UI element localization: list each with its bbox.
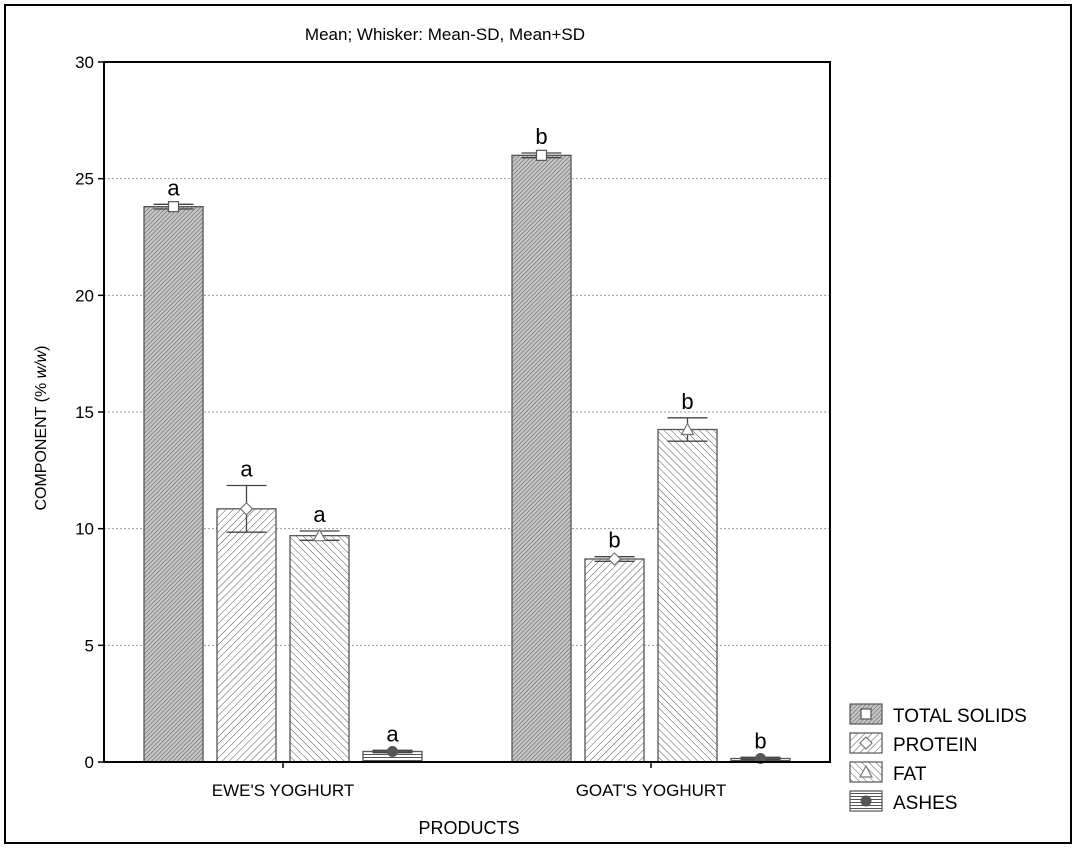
significance-label: b <box>535 124 547 149</box>
x-axis-label: PRODUCTS <box>418 818 519 838</box>
legend-marker <box>858 764 874 778</box>
bar <box>584 558 645 763</box>
significance-label: a <box>240 457 253 482</box>
mean-marker <box>239 501 254 516</box>
axes-group: 0 5 10 15 20 25 30 EWE'S YOGHURT GOAT'S YOGHURT <box>75 53 726 800</box>
x-category-label: EWE'S YOGHURT <box>212 781 354 800</box>
bars-group: a a a a b b b b <box>143 124 791 764</box>
bar <box>216 508 277 763</box>
legend-marker <box>859 736 873 750</box>
bar <box>289 535 350 763</box>
mean-marker <box>607 552 622 566</box>
bar <box>511 154 572 763</box>
legend-label: ASHES <box>893 793 957 814</box>
legend-label: TOTAL SOLIDS <box>893 706 1027 727</box>
y-tick-label: 15 <box>75 403 94 422</box>
legend-label: FAT <box>893 764 927 785</box>
significance-label: a <box>313 502 326 527</box>
y-tick-label: 30 <box>75 53 94 72</box>
legend-marker <box>860 795 872 807</box>
legend-marker <box>860 708 872 720</box>
x-category-label: GOAT'S YOGHURT <box>576 781 727 800</box>
significance-label: a <box>167 175 180 200</box>
y-tick-label: 20 <box>75 286 94 305</box>
chart-frame <box>4 4 1072 844</box>
mean-marker <box>680 422 695 436</box>
y-axis-label-prefix: COMPONENT (% <box>33 378 50 510</box>
y-tick-label: 5 <box>85 636 94 655</box>
y-tick-label: 0 <box>85 753 94 772</box>
significance-label: b <box>754 728 766 753</box>
y-axis-label: COMPONENT (% w/w) <box>33 345 50 510</box>
gridlines <box>104 178 830 646</box>
y-tick-label: 10 <box>75 520 94 539</box>
significance-label: b <box>681 389 693 414</box>
y-axis-label-unit: w/w <box>33 349 50 378</box>
y-axis-label-suffix: ) <box>33 345 50 350</box>
legend-label: PROTEIN <box>893 735 977 756</box>
mean-marker <box>312 528 327 542</box>
legend: TOTAL SOLIDS PROTEIN FAT ASHES <box>849 703 1027 814</box>
bar <box>657 428 718 763</box>
mean-marker <box>167 201 180 213</box>
chart-title: Mean; Whisker: Mean-SD, Mean+SD <box>305 25 585 44</box>
y-tick-label: 25 <box>75 170 94 189</box>
mean-marker <box>535 149 548 161</box>
bar <box>143 206 204 763</box>
mean-marker <box>387 746 398 757</box>
significance-label: a <box>386 721 399 746</box>
significance-label: b <box>608 528 620 553</box>
